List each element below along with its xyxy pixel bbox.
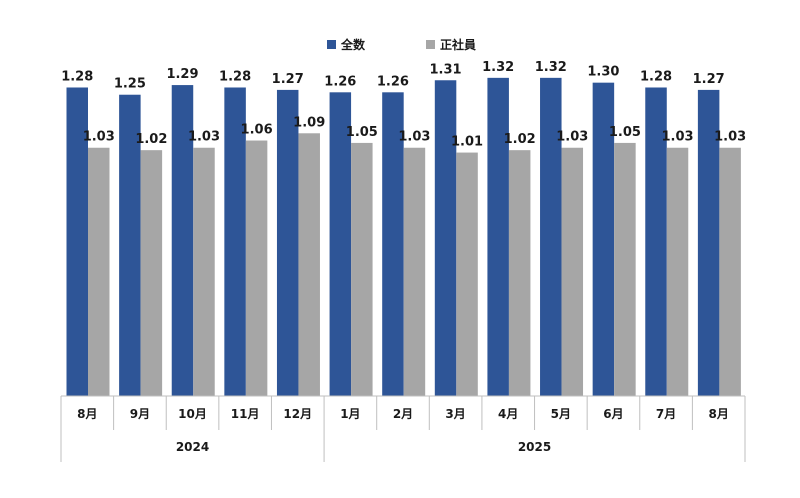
data-label-total-8: 1.31 [430,62,462,77]
category-label-3: 10月 [178,407,207,421]
data-label-regular-13: 1.03 [714,130,746,145]
legend-label-total: 全数 [340,37,366,52]
category-label-10: 5月 [551,407,571,421]
data-label-regular-11: 1.05 [609,125,641,140]
bar-regular-3 [193,147,215,396]
data-label-total-11: 1.30 [587,65,619,80]
data-label-regular-9: 1.02 [504,132,536,147]
data-label-regular-7: 1.03 [398,130,430,145]
bar-total-13 [697,89,720,397]
category-label-1: 8月 [77,407,97,421]
bar-regular-4 [245,140,268,396]
data-label-regular-3: 1.03 [188,130,220,145]
category-label-6: 1月 [340,407,360,421]
data-label-total-9: 1.32 [482,60,514,75]
data-label-total-7: 1.26 [377,74,409,89]
data-label-regular-2: 1.02 [135,132,167,147]
bar-regular-8 [456,152,478,396]
category-label-8: 3月 [445,407,465,421]
bar-regular-13 [719,147,741,396]
category-label-13: 8月 [709,407,729,421]
legend-swatch-regular [426,40,435,49]
legend-label-regular: 正社員 [440,37,476,52]
bar-regular-5 [298,133,320,397]
bar-regular-2 [140,150,163,396]
year-label-2025: 2025 [518,440,551,454]
bar-total-2 [119,94,141,396]
category-label-9: 4月 [498,407,518,421]
bar-total-8 [434,80,457,396]
data-label-regular-12: 1.03 [661,130,693,145]
category-label-4: 11月 [231,407,260,421]
data-label-regular-4: 1.06 [241,123,273,138]
category-label-5: 12月 [283,407,312,421]
bar-regular-11 [614,142,636,396]
year-label-2024: 2024 [176,440,209,454]
data-label-total-6: 1.26 [324,74,356,89]
bar-total-1 [66,87,88,396]
bar-total-5 [276,89,299,397]
data-label-total-10: 1.32 [535,60,567,75]
bar-regular-9 [508,150,531,396]
bar-regular-7 [403,147,426,396]
data-label-regular-5: 1.09 [293,115,325,130]
bar-total-7 [382,92,404,397]
category-label-7: 2月 [393,407,413,421]
data-label-total-13: 1.27 [693,72,725,87]
data-label-total-3: 1.29 [166,67,198,82]
category-label-11: 6月 [603,407,623,421]
data-label-total-12: 1.28 [640,69,672,84]
bar-regular-1 [88,147,110,396]
bar-total-12 [645,87,667,396]
data-label-total-2: 1.25 [114,77,146,92]
data-label-total-4: 1.28 [219,69,251,84]
category-label-2: 9月 [130,407,150,421]
bar-regular-10 [561,147,584,396]
data-label-total-1: 1.28 [61,69,93,84]
legend-swatch-total [327,40,336,49]
bar-regular-6 [351,142,373,396]
bar-total-10 [540,77,562,396]
bar-total-3 [171,85,194,397]
bar-total-11 [592,82,615,397]
bar-total-4 [224,87,246,396]
bar-total-6 [329,92,352,397]
bar-total-9 [487,77,509,396]
bar-regular-12 [666,147,689,396]
category-label-12: 7月 [656,407,676,421]
data-label-regular-6: 1.05 [346,125,378,140]
data-label-total-5: 1.27 [272,72,304,87]
data-label-regular-8: 1.01 [451,135,483,150]
data-label-regular-1: 1.03 [83,130,115,145]
data-label-regular-10: 1.03 [556,130,588,145]
